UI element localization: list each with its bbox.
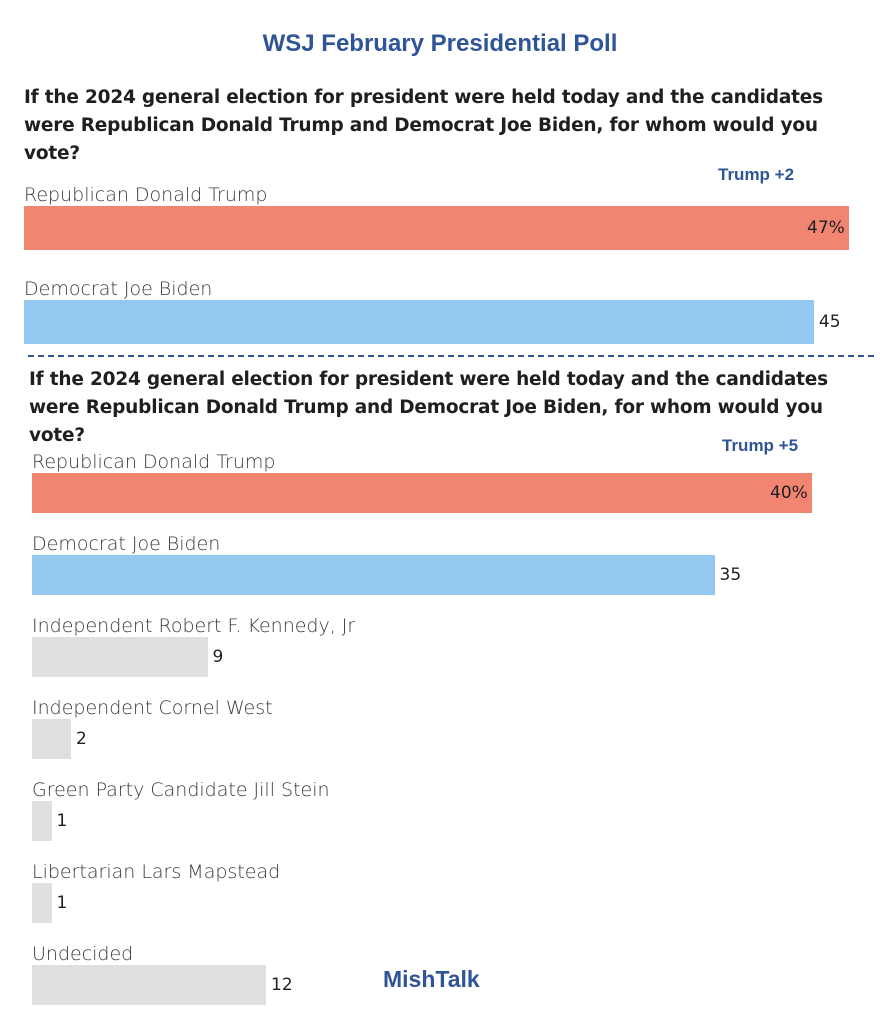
bar-label: Independent Cornel West: [32, 697, 273, 719]
bar-value-label: 9: [212, 647, 224, 667]
bar-label: Democrat Joe Biden: [24, 278, 213, 300]
bar-value-label: 1: [56, 893, 68, 913]
bar-label: Democrat Joe Biden: [32, 533, 221, 555]
chart-title: WSJ February Presidential Poll: [262, 30, 618, 57]
bar-value-label: 35: [719, 565, 742, 585]
section-divider: [28, 355, 874, 357]
bar-label: Republican Donald Trump: [32, 451, 276, 473]
bar: [24, 206, 849, 250]
bar-value-label: 45: [818, 312, 841, 332]
bar-label: Green Party Candidate Jill Stein: [32, 779, 330, 801]
bar-value-label: 1: [56, 811, 68, 831]
bar: [32, 719, 71, 759]
bar: [32, 473, 812, 513]
bar-value-label: 12: [271, 975, 293, 995]
bar: [32, 555, 715, 595]
bar: [32, 965, 266, 1005]
watermark: MishTalk: [383, 966, 480, 992]
poll-question-2: If the 2024 general election for preside…: [29, 369, 828, 446]
bar-value-label: 2: [76, 729, 87, 749]
bar-label: Independent Robert F. Kennedy, Jr: [32, 615, 356, 637]
bar-label: Libertarian Lars Mapstead: [32, 861, 281, 883]
bar: [32, 883, 52, 923]
bar-label: Undecided: [32, 943, 134, 965]
margin-label-1: Trump +2: [718, 165, 795, 184]
poll-question-1: If the 2024 general election for preside…: [24, 87, 823, 164]
bar-value-label: 40%: [770, 483, 808, 503]
bar: [24, 300, 814, 344]
bar: [32, 637, 208, 677]
margin-label-2: Trump +5: [722, 436, 799, 455]
bar: [32, 801, 52, 841]
bar-label: Republican Donald Trump: [24, 184, 268, 206]
bar-value-label: 47%: [807, 218, 845, 238]
